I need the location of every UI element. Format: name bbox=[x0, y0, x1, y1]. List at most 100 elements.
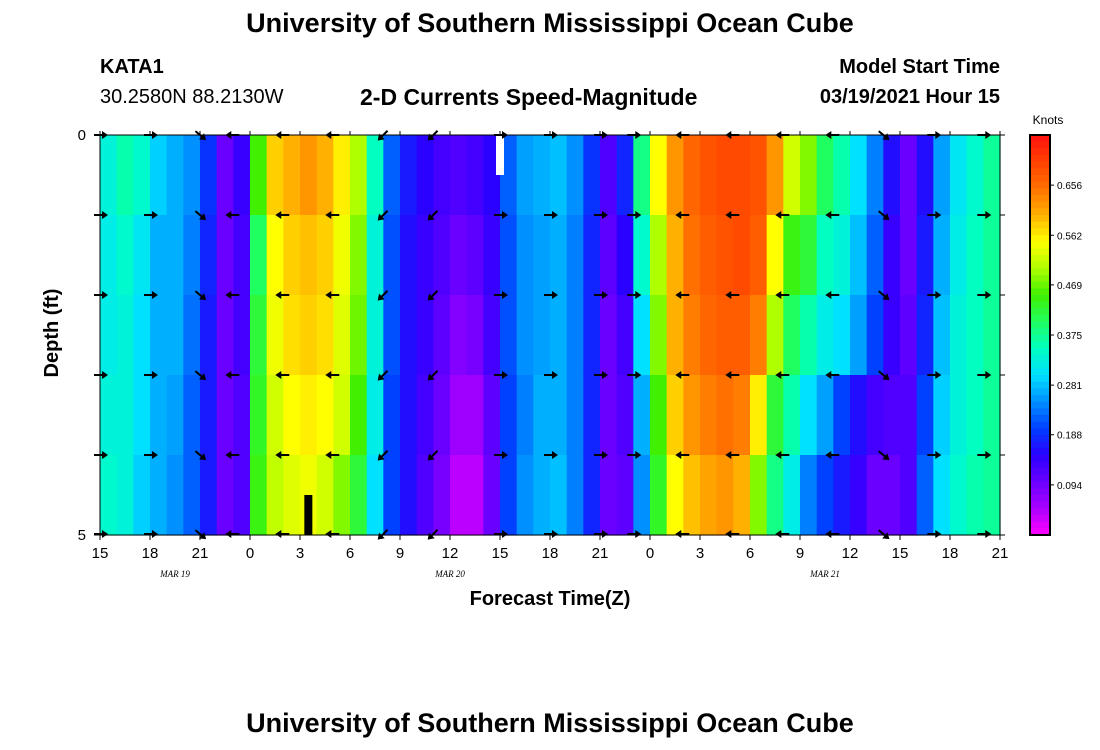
heatmap-cell bbox=[850, 215, 868, 296]
colorbar-swatch bbox=[1030, 201, 1050, 209]
heatmap-cell bbox=[200, 135, 218, 216]
vector-arrow bbox=[144, 371, 158, 379]
x-tick-label: 21 bbox=[992, 545, 1009, 562]
heatmap-cell bbox=[866, 135, 884, 216]
heatmap-cell bbox=[600, 455, 618, 536]
heatmap-cell bbox=[466, 295, 484, 376]
heatmap-cell bbox=[933, 295, 951, 376]
heatmap-cell bbox=[900, 375, 918, 456]
heatmap-cell bbox=[750, 375, 768, 456]
colorbar-swatch bbox=[1030, 468, 1050, 476]
colorbar-swatch bbox=[1030, 301, 1050, 309]
heatmap-cell bbox=[816, 455, 834, 536]
heatmap-cell bbox=[800, 455, 818, 536]
colorbar-swatch bbox=[1030, 315, 1050, 323]
heatmap-cell bbox=[766, 215, 784, 296]
heatmap-cell bbox=[533, 215, 551, 296]
vector-arrow bbox=[627, 371, 642, 379]
heatmap-cell bbox=[300, 215, 318, 296]
heatmap-cell bbox=[766, 375, 784, 456]
vector-arrow bbox=[494, 211, 508, 219]
x-tick-label: 6 bbox=[346, 545, 354, 562]
vector-arrow bbox=[675, 371, 690, 379]
colorbar-swatch bbox=[1030, 321, 1050, 329]
heatmap-cell bbox=[816, 295, 834, 376]
heatmap-cell bbox=[250, 375, 268, 456]
colorbar-swatch bbox=[1030, 381, 1050, 389]
heatmap-cell bbox=[516, 135, 534, 216]
x-tick-label: 18 bbox=[942, 545, 959, 562]
heatmap-cell bbox=[566, 135, 584, 216]
heatmap-cell bbox=[583, 455, 601, 536]
vector-arrow bbox=[878, 290, 890, 301]
heatmap-cell bbox=[466, 135, 484, 216]
x-tick-label: 15 bbox=[492, 545, 509, 562]
vector-arrow bbox=[927, 530, 942, 538]
heatmap-cell bbox=[766, 135, 784, 216]
heatmap-cell bbox=[933, 455, 951, 536]
heatmap-cell bbox=[466, 215, 484, 296]
heatmap-cell bbox=[700, 295, 718, 376]
heatmap-cell bbox=[333, 135, 351, 216]
heatmap-cell bbox=[583, 295, 601, 376]
x-tick-label: 21 bbox=[592, 545, 609, 562]
vector-arrow bbox=[325, 530, 340, 538]
vector-arrow bbox=[325, 291, 340, 299]
heatmap-cell bbox=[916, 135, 934, 216]
vector-arrow bbox=[494, 451, 508, 459]
heatmap-cell bbox=[766, 455, 784, 536]
heatmap-cell bbox=[366, 215, 384, 296]
heatmap-cell bbox=[716, 215, 734, 296]
vector-arrow bbox=[377, 210, 389, 221]
heatmap-cell bbox=[483, 295, 501, 376]
heatmap-cell bbox=[616, 455, 634, 536]
vector-arrow bbox=[494, 371, 508, 379]
heatmap-cell bbox=[866, 455, 884, 536]
heatmap-cell bbox=[133, 375, 151, 456]
vector-arrow bbox=[194, 370, 207, 381]
vector-arrow bbox=[825, 530, 840, 538]
colorbar-swatch bbox=[1030, 168, 1050, 176]
heatmap-cell bbox=[383, 215, 401, 296]
heatmap-cell bbox=[950, 455, 968, 536]
heatmap-cell bbox=[500, 375, 518, 456]
date-label: MAR 19 bbox=[159, 569, 190, 579]
heatmap-cell bbox=[633, 375, 651, 456]
vector-arrow bbox=[494, 530, 508, 538]
vector-arrow bbox=[275, 211, 290, 219]
heatmap-cell bbox=[600, 295, 618, 376]
heatmap-cell bbox=[550, 215, 568, 296]
heatmap-cell bbox=[350, 455, 368, 536]
heatmap-cell bbox=[183, 135, 201, 216]
vector-arrow bbox=[377, 370, 389, 381]
vector-arrow bbox=[977, 451, 992, 459]
colorbar-swatch bbox=[1030, 235, 1050, 243]
heatmap-cell bbox=[150, 455, 168, 536]
vector-arrow bbox=[427, 210, 439, 221]
vector-arrow bbox=[544, 371, 558, 379]
heatmap-cell bbox=[100, 295, 118, 376]
heatmap-cell bbox=[833, 215, 851, 296]
heatmap-cell bbox=[366, 295, 384, 376]
vector-arrow bbox=[927, 291, 942, 299]
vector-arrow bbox=[878, 370, 890, 381]
colorbar-tick-label: 0.375 bbox=[1057, 331, 1082, 342]
heatmap-cell bbox=[966, 455, 984, 536]
heatmap-cell bbox=[733, 135, 751, 216]
colorbar-swatch bbox=[1030, 181, 1050, 189]
heatmap-cell bbox=[983, 375, 1001, 456]
colorbar-swatch bbox=[1030, 295, 1050, 303]
heatmap-cell bbox=[383, 455, 401, 536]
heatmap-cell bbox=[816, 135, 834, 216]
heatmap-cell bbox=[550, 375, 568, 456]
heatmap-cell bbox=[850, 135, 868, 216]
colorbar-swatch bbox=[1030, 308, 1050, 316]
heatmap-cell bbox=[850, 455, 868, 536]
heatmap-cell bbox=[933, 135, 951, 216]
heatmap-cell bbox=[800, 375, 818, 456]
heatmap-cell bbox=[366, 135, 384, 216]
vector-arrow bbox=[144, 211, 158, 219]
vector-arrow bbox=[775, 291, 790, 299]
heatmap-cell bbox=[166, 135, 184, 216]
heatmap-cell bbox=[300, 295, 318, 376]
